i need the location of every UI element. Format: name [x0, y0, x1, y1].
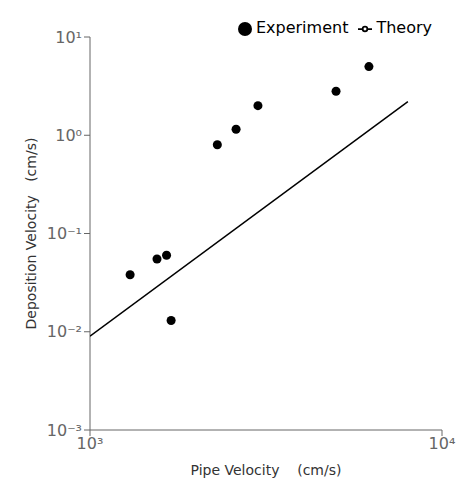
svg-text:10⁻³: 10⁻³	[47, 421, 82, 440]
svg-text:10⁻²: 10⁻²	[47, 322, 82, 341]
svg-text:10⁻¹: 10⁻¹	[47, 224, 82, 243]
svg-text:10⁴: 10⁴	[429, 434, 456, 453]
html-text:Experiment: Experiment	[256, 18, 349, 37]
svg-text:10⁰: 10⁰	[55, 126, 82, 145]
svg-text:10³: 10³	[76, 434, 104, 454]
html-text:Theory: Theory	[376, 18, 432, 37]
svg-text:Deposition Velocity (cm/s): Deposition Velocity (cm/s)	[23, 138, 39, 330]
svg-text:10¹: 10¹	[55, 28, 82, 47]
svg-text:Pipe Velocity (cm/s): Pipe Velocity (cm/s)	[191, 462, 342, 478]
